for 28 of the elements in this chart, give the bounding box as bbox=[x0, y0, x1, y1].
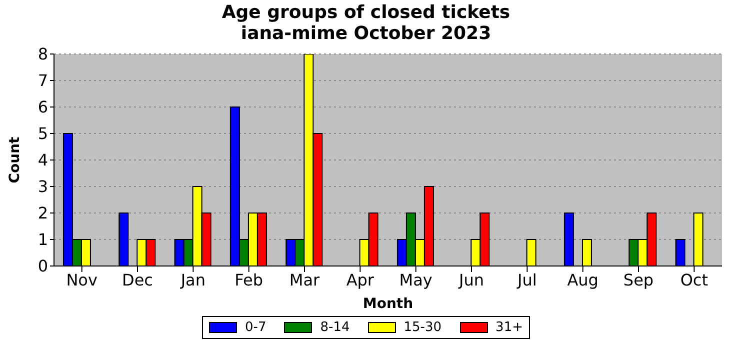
legend-label: 0-7 bbox=[245, 320, 266, 335]
y-tick-label: 7 bbox=[38, 71, 48, 90]
x-tick-label: Oct bbox=[680, 270, 708, 290]
x-tick-label: Sep bbox=[623, 270, 654, 290]
chart-title: Age groups of closed tickets iana-mime October 2023 bbox=[220, 2, 512, 44]
y-tick-label: 1 bbox=[38, 230, 48, 250]
x-axis-title: Month bbox=[362, 296, 414, 312]
x-tick-label: Dec bbox=[122, 270, 153, 290]
legend-label: 8-14 bbox=[320, 320, 350, 335]
legend-label: 31+ bbox=[496, 320, 523, 335]
x-tick-label: May bbox=[399, 270, 432, 290]
x-tick-label: Jun bbox=[458, 270, 484, 290]
x-tick-label: Aug bbox=[567, 270, 598, 290]
x-tick-label: Jul bbox=[516, 270, 537, 290]
legend-label: 15-30 bbox=[404, 320, 442, 335]
y-tick-label: 8 bbox=[38, 44, 48, 64]
x-tick-label: Feb bbox=[234, 270, 263, 290]
y-tick-label: 0 bbox=[38, 256, 48, 276]
y-axis-title: Count bbox=[6, 136, 23, 184]
y-tick-label: 2 bbox=[38, 204, 48, 223]
y-tick-label: 3 bbox=[38, 177, 48, 196]
x-tick-label: Mar bbox=[289, 270, 320, 290]
y-tick-label: 6 bbox=[38, 98, 48, 117]
y-tick-label: 4 bbox=[38, 150, 48, 170]
x-tick-label: Nov bbox=[66, 270, 98, 290]
y-tick-label: 5 bbox=[38, 124, 48, 144]
x-tick-label: Jan bbox=[180, 270, 206, 290]
x-tick-label: Apr bbox=[346, 270, 374, 290]
